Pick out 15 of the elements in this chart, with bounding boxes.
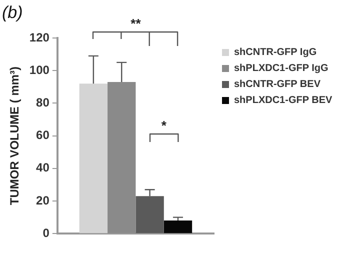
annotation: * [160, 118, 168, 134]
y-tick-label: 0 [42, 226, 50, 240]
y-tick-label: 60 [36, 128, 50, 142]
y-tick-label: 40 [36, 160, 50, 175]
y-tick-label: 120 [29, 30, 50, 44]
legend-label: shCNTR-GFP BEV [234, 78, 320, 90]
chart-title: (b) [2, 3, 23, 22]
y-tick-label: 80 [36, 96, 50, 110]
y-tick-label: 20 [36, 193, 50, 208]
legend-label: shPLXDC1-GFP IgG [234, 62, 328, 74]
legend-label: shCNTR-GFP IgG [234, 46, 317, 58]
legend-label: shPLXDC1-GFP BEV [234, 94, 332, 106]
text: ** [130, 16, 142, 31]
y-tick-label: 100 [29, 62, 50, 77]
y-axis-title: TUMOR VOLUME ( mm³) [8, 66, 22, 206]
